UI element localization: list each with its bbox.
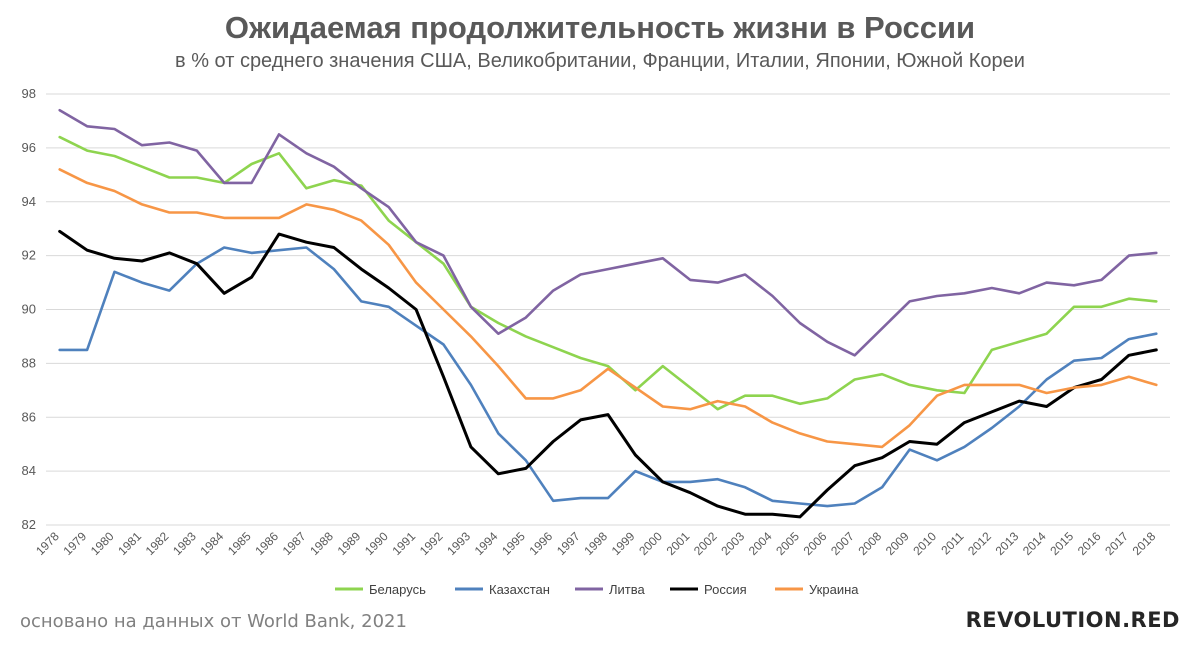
- y-tick-label: 82: [22, 517, 36, 532]
- x-tick-label: 1999: [609, 529, 638, 558]
- series-line-4: [58, 229, 1158, 519]
- y-tick-label: 90: [22, 302, 36, 317]
- series-line-2: [58, 246, 1158, 508]
- x-tick-label: 2002: [691, 529, 720, 558]
- x-tick-label: 2009: [883, 529, 912, 558]
- x-tick-label: 2012: [965, 529, 994, 558]
- x-tick-label: 1984: [198, 529, 227, 558]
- chart-title: Ожидаемая продолжительность жизни в Росс…: [224, 10, 976, 45]
- legend-label: Литва: [609, 582, 646, 597]
- x-tick-label: 2008: [855, 529, 884, 558]
- x-tick-label: 2005: [773, 529, 802, 558]
- y-tick-label: 88: [22, 355, 36, 370]
- x-tick-label: 1986: [252, 529, 281, 558]
- y-tick-label: 84: [22, 463, 36, 478]
- legend-label: Украина: [809, 582, 859, 597]
- y-tick-label: 86: [22, 409, 36, 424]
- x-tick-label: 2016: [1075, 529, 1104, 558]
- x-tick-label: 1991: [389, 529, 418, 558]
- x-tick-label: 2001: [664, 529, 693, 558]
- source-note: основано на данных от World Bank, 2021: [20, 611, 407, 632]
- x-tick-label: 1988: [307, 529, 336, 558]
- x-tick-label: 2014: [1020, 529, 1049, 558]
- legend-label: Беларусь: [369, 582, 426, 597]
- y-tick-label: 92: [22, 248, 36, 263]
- x-tick-label: 1998: [581, 529, 610, 558]
- x-tick-label: 1982: [143, 529, 172, 558]
- x-tick-label: 1980: [88, 529, 117, 558]
- x-tick-label: 2003: [718, 529, 747, 558]
- chart-subtitle: в % от среднего значения США, Великобрит…: [175, 50, 1025, 72]
- brand-logo: REVOLUTION.RED: [965, 608, 1180, 632]
- x-tick-label: 1995: [499, 529, 528, 558]
- x-tick-label: 1983: [170, 529, 199, 558]
- x-tick-label: 1981: [115, 529, 144, 558]
- x-tick-label: 2011: [938, 529, 966, 557]
- y-tick-label: 94: [22, 194, 36, 209]
- x-tick-label: 1996: [527, 529, 556, 558]
- y-tick-label: 96: [22, 140, 36, 155]
- x-tick-label: 1992: [417, 529, 446, 558]
- x-tick-label: 2015: [1047, 529, 1076, 558]
- x-tick-label: 2000: [636, 529, 665, 558]
- series-line-1: [58, 135, 1158, 411]
- x-tick-label: 2004: [746, 529, 775, 558]
- x-tick-label: 1993: [444, 529, 473, 558]
- x-tick-label: 2010: [910, 529, 939, 558]
- x-tick-label: 1978: [33, 529, 62, 558]
- x-tick-label: 2006: [801, 529, 830, 558]
- x-tick-label: 1985: [225, 529, 254, 558]
- legend-label: Россия: [704, 582, 747, 597]
- series-line-5: [58, 168, 1158, 449]
- x-tick-label: 1987: [280, 529, 309, 558]
- legend-label: Казахстан: [489, 582, 550, 597]
- x-tick-label: 1994: [472, 529, 501, 558]
- x-tick-label: 2017: [1102, 529, 1131, 558]
- y-tick-label: 98: [22, 86, 36, 101]
- x-tick-label: 1990: [362, 529, 391, 558]
- x-tick-label: 1997: [554, 529, 583, 558]
- x-tick-label: 2007: [828, 529, 857, 558]
- x-tick-label: 2013: [993, 529, 1022, 558]
- x-tick-label: 1989: [335, 529, 364, 558]
- x-tick-label: 2018: [1130, 529, 1159, 558]
- x-tick-label: 1979: [60, 529, 89, 558]
- series-line-3: [58, 108, 1158, 357]
